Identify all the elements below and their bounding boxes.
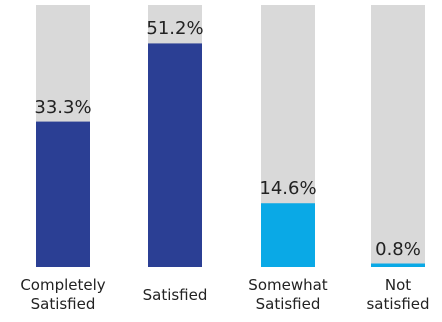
x-tick-label: Somewhat Satisfied xyxy=(248,276,328,313)
value-label: 0.8% xyxy=(375,238,421,260)
x-tick-label: Not satisfied xyxy=(366,276,430,313)
bar xyxy=(371,263,425,267)
value-label: 14.6% xyxy=(259,178,317,200)
x-tick-label: Satisfied xyxy=(142,286,208,304)
bar xyxy=(148,43,202,267)
bar xyxy=(36,121,90,267)
value-label: 51.2% xyxy=(146,18,204,40)
bar xyxy=(261,203,315,267)
bar-track xyxy=(371,5,425,267)
x-tick-label: Completely Satisfied xyxy=(20,276,106,313)
value-label: 33.3% xyxy=(34,96,92,118)
